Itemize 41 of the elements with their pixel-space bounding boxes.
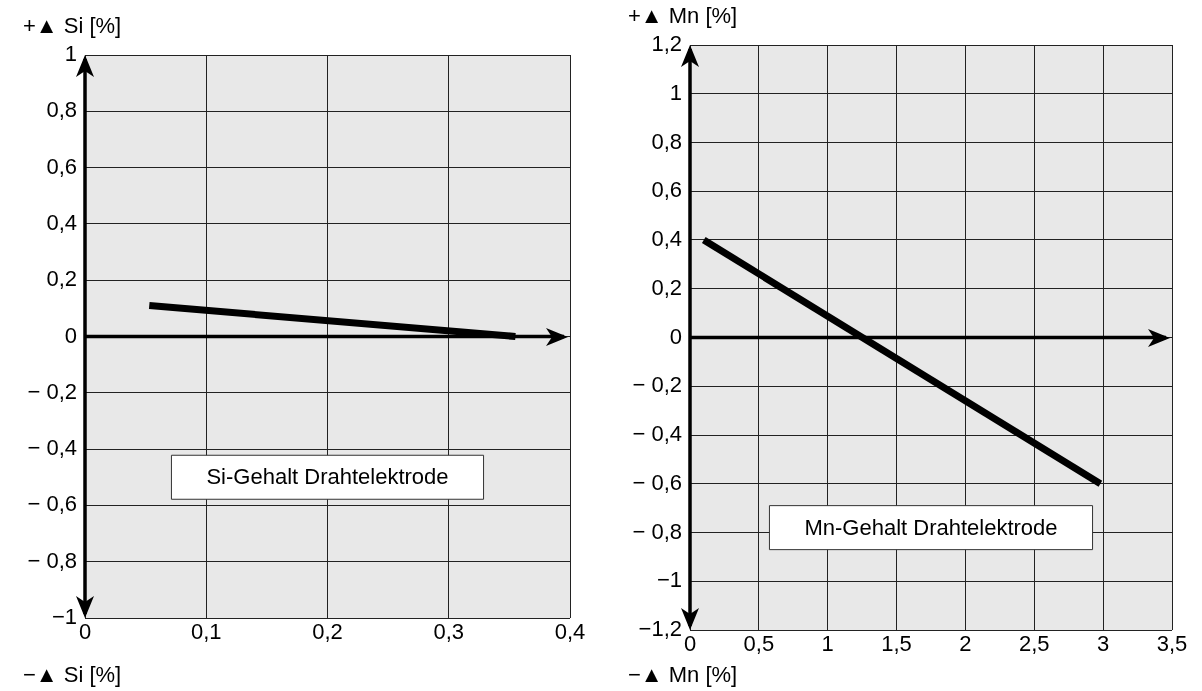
y-tick-label: −1 xyxy=(656,567,682,593)
y-tick-label: −1 xyxy=(51,604,77,630)
x-tick-label: 0,4 xyxy=(554,619,586,645)
x-tick-label: 0,1 xyxy=(190,619,222,645)
y-axis-title: +▲ Si [%] xyxy=(23,13,122,38)
x-tick-label: 0,5 xyxy=(743,631,775,657)
y-tick-label: 1,2 xyxy=(651,31,682,57)
x-axis-title: −▲ Si [%] xyxy=(23,662,122,687)
y-tick-label: 0,4 xyxy=(651,226,682,252)
y-tick-label: − 0,8 xyxy=(632,518,682,544)
x-tick-label: 0,2 xyxy=(312,619,343,645)
y-tick-label: 0,2 xyxy=(651,274,682,300)
x-tick-label: 1,5 xyxy=(881,631,912,657)
y-tick-label: 0 xyxy=(64,322,77,348)
x-tick-label: 1 xyxy=(821,631,834,657)
x-tick-label: 0,3 xyxy=(433,619,465,645)
y-tick-label: − 0,2 xyxy=(27,378,77,404)
y-tick-label: 1 xyxy=(669,79,682,105)
y-tick-label: 1 xyxy=(64,41,77,67)
x-axis-title: −▲ Mn [%] xyxy=(628,662,738,687)
y-tick-label: 0,8 xyxy=(46,97,77,123)
x-tick-label: 2,5 xyxy=(1018,631,1050,657)
annotation: Si-Gehalt Drahtelektrode xyxy=(206,464,449,490)
y-tick-label: 0,8 xyxy=(651,128,682,154)
y-tick-label: 0,4 xyxy=(46,209,77,235)
y-tick-label: 0 xyxy=(669,323,682,349)
x-tick-label: 3,5 xyxy=(1156,631,1188,657)
y-tick-label: − 0,4 xyxy=(632,421,682,447)
y-tick-label: − 0,8 xyxy=(27,547,77,573)
y-tick-label: − 0,4 xyxy=(27,435,77,461)
y-tick-label: −1,2 xyxy=(638,616,682,642)
y-tick-label: 0,6 xyxy=(651,177,682,203)
x-tick-label: 3 xyxy=(1097,631,1110,657)
y-tick-label: 0,2 xyxy=(46,266,77,292)
y-tick-label: − 0,6 xyxy=(632,469,682,495)
x-tick-label: 2 xyxy=(959,631,972,657)
annotation: Mn-Gehalt Drahtelektrode xyxy=(804,514,1058,540)
y-tick-label: 0,6 xyxy=(46,153,77,179)
y-tick-label: − 0,2 xyxy=(632,372,682,398)
y-axis-title: +▲ Mn [%] xyxy=(628,3,738,28)
y-tick-label: − 0,6 xyxy=(27,491,77,517)
